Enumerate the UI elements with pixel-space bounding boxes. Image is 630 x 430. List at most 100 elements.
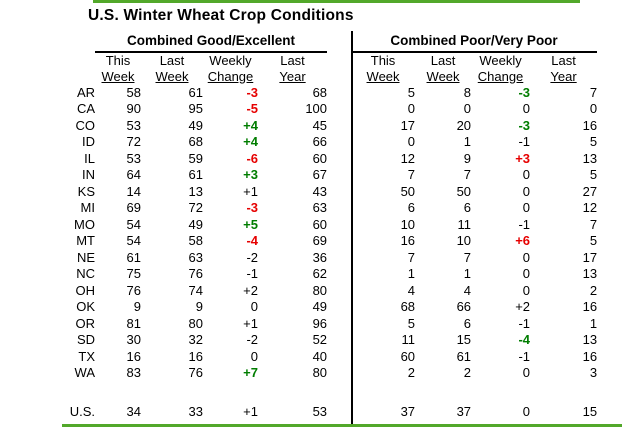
- ge-last-year-value: 53: [312, 403, 328, 419]
- ge-this-week-value: 54: [126, 233, 141, 249]
- pvp-last-week-value: 4: [463, 282, 472, 298]
- state-row: CA 90 95 -5 100 0 0 0 0: [0, 101, 597, 118]
- pvp-last-week-value: 6: [463, 200, 472, 216]
- row-label: OK: [76, 299, 95, 315]
- ge-col-header-last-week: Week: [155, 68, 189, 84]
- pvp-last-week-value: 61: [456, 348, 472, 364]
- state-row: MT 54 58 -4 69 16 10 +6 5: [0, 233, 597, 250]
- pvp-col-header-last-week: Week: [426, 68, 460, 84]
- blank-spacer-row: [0, 381, 597, 403]
- ge-weekly-change-value: -2: [246, 332, 258, 348]
- pvp-last-week-value: 15: [456, 332, 472, 348]
- ge-last-week-value: 16: [188, 348, 203, 364]
- ge-last-year-value: 80: [312, 282, 328, 298]
- pvp-last-week-value: 9: [463, 150, 472, 166]
- state-row: OR 81 80 +1 96 5 6 -1 1: [0, 315, 598, 332]
- ge-weekly-change-value: 0: [250, 348, 258, 364]
- pvp-weekly-change-value: 0: [522, 101, 531, 117]
- pvp-last-week-value: 8: [463, 84, 472, 100]
- ge-col-header-last-year-2: Year: [279, 68, 306, 84]
- pvp-this-week-value: 7: [407, 167, 416, 183]
- ge-last-week-value: 80: [188, 315, 203, 331]
- pvp-last-year-value: 12: [582, 200, 598, 216]
- pvp-this-week-value: 10: [400, 216, 416, 232]
- pvp-last-year-value: 2: [589, 282, 598, 298]
- pvp-last-week-value: 0: [463, 101, 472, 117]
- row-label: OH: [75, 282, 96, 298]
- ge-last-year-value: 62: [312, 266, 328, 282]
- row-label: AR: [76, 84, 95, 100]
- section-gap: [327, 183, 351, 200]
- pvp-this-week-value: 17: [400, 117, 416, 133]
- ge-last-week-value: 61: [188, 84, 203, 100]
- pvp-this-week-value: 6: [407, 200, 416, 216]
- pvp-last-year-value: 15: [582, 403, 598, 419]
- section-gap: [327, 332, 351, 349]
- row-label: MT: [76, 233, 95, 249]
- pvp-this-week-value: 16: [400, 233, 416, 249]
- ge-last-year-value: 96: [312, 315, 328, 331]
- row-label: SD: [76, 332, 95, 348]
- pvp-last-week-value: 1: [463, 134, 472, 150]
- ge-last-year-value: 52: [312, 332, 328, 348]
- pvp-weekly-change-value: 0: [522, 183, 531, 199]
- ge-last-year-value: 40: [312, 348, 328, 364]
- section-gap: [327, 299, 351, 316]
- pvp-last-week-value: 66: [456, 299, 472, 315]
- pvp-weekly-change-value: 0: [522, 365, 531, 381]
- state-row: WA 83 76 +7 80 2 2 0 3: [0, 365, 598, 382]
- pvp-last-year-value: 27: [582, 183, 598, 199]
- ge-col-header-last: Last: [159, 53, 185, 68]
- ge-weekly-change-value: +7: [243, 365, 258, 381]
- pvp-last-year-value: 7: [589, 216, 598, 232]
- pvp-last-week-value: 11: [457, 216, 472, 232]
- ge-last-week-value: 63: [188, 249, 203, 265]
- pvp-last-year-value: 16: [582, 348, 598, 364]
- bottom-border-line: [62, 424, 622, 427]
- row-label: CO: [75, 117, 96, 133]
- pvp-col-header-weekly: Weekly: [479, 53, 522, 68]
- ge-last-week-value: 58: [188, 233, 203, 249]
- section-gap: [327, 233, 351, 250]
- pvp-weekly-change-value: 0: [522, 200, 531, 216]
- ge-last-week-value: 68: [188, 134, 203, 150]
- ge-this-week-value: 16: [126, 348, 141, 364]
- ge-this-week-value: 81: [126, 315, 141, 331]
- pvp-this-week-value: 4: [407, 282, 416, 298]
- state-row: CO 53 49 +4 45 17 20 -3 16: [0, 117, 598, 134]
- section-gap: [327, 403, 351, 420]
- ge-last-week-value: 74: [188, 282, 203, 298]
- ge-weekly-change-value: +1: [243, 315, 258, 331]
- ge-weekly-change-value: +3: [243, 167, 258, 183]
- row-label-column-header: [0, 31, 95, 52]
- ge-last-week-value: 76: [188, 365, 203, 381]
- pvp-this-week-value: 2: [407, 365, 416, 381]
- state-row: TX 16 16 0 40 60 61 -1 16: [0, 348, 597, 365]
- pvp-this-week-value: 37: [400, 403, 416, 419]
- row-label: IN: [82, 167, 95, 183]
- pvp-weekly-change-value: +6: [515, 233, 531, 249]
- section-gap: [327, 282, 351, 299]
- column-header-row-1: This Last Weekly Last This Last Weekly L…: [0, 52, 597, 68]
- ge-last-week-value: 33: [188, 403, 203, 419]
- ge-weekly-change-value: -3: [246, 84, 258, 100]
- pvp-last-year-value: 1: [589, 315, 598, 331]
- pvp-last-year-value: 13: [582, 332, 598, 348]
- crop-conditions-table: Combined Good/Excellent Combined Poor/Ve…: [0, 31, 598, 420]
- ge-last-year-value: 68: [312, 84, 328, 100]
- pvp-this-week-value: 7: [407, 249, 416, 265]
- ge-weekly-change-value: -4: [246, 233, 258, 249]
- section-gap: [327, 117, 351, 134]
- pvp-this-week-value: 5: [407, 315, 416, 331]
- pvp-weekly-change-value: -3: [518, 117, 531, 133]
- column-header-row-2: Week Week Change Year Week Week Change Y…: [0, 68, 597, 84]
- section-gap: [327, 150, 351, 167]
- pvp-last-year-value: 5: [589, 134, 598, 150]
- ge-last-year-value: 66: [312, 134, 328, 150]
- row-label: ID: [82, 134, 95, 150]
- section-gap: [327, 167, 351, 184]
- pvp-weekly-change-value: 0: [522, 249, 531, 265]
- section-gap: [327, 249, 351, 266]
- ge-last-week-value: 49: [188, 216, 203, 232]
